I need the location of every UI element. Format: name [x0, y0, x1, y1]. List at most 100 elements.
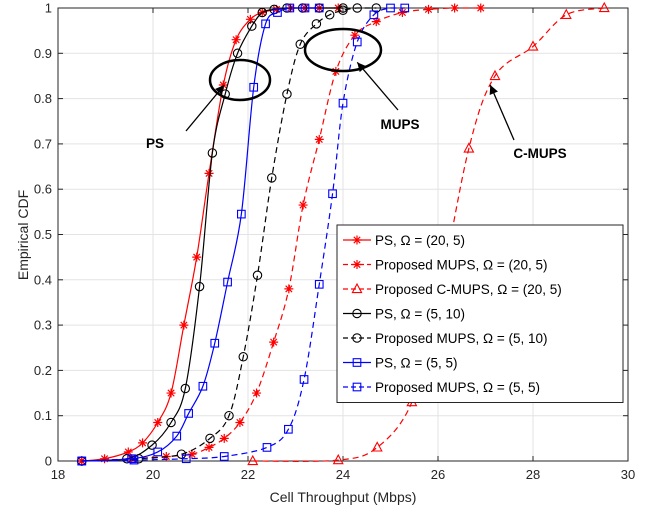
- y-tick-label: 0.3: [34, 318, 52, 333]
- data-point-marker: [352, 3, 362, 13]
- x-tick-label: 20: [146, 467, 160, 482]
- annotation-label: C-MUPS: [513, 146, 566, 161]
- legend-label: Proposed MUPS, Ω = (5, 5): [375, 380, 540, 395]
- legend-label: PS, Ω = (5, 5): [375, 356, 458, 371]
- data-point-marker: [218, 80, 228, 90]
- data-point-marker: [207, 148, 218, 158]
- data-point-marker: [176, 449, 187, 459]
- series-line: [81, 7, 320, 462]
- data-point-marker: [181, 454, 191, 464]
- data-point-marker: [311, 19, 322, 29]
- legend-entry: Proposed MUPS, Ω = (5, 10): [343, 331, 548, 346]
- y-tick-label: 0.7: [34, 136, 52, 151]
- data-point-marker: [371, 441, 383, 452]
- data-point-marker: [369, 10, 379, 20]
- y-tick-label: 0: [45, 454, 52, 469]
- data-point-marker: [127, 454, 136, 464]
- legend-marker: [352, 260, 362, 269]
- data-point-marker: [194, 281, 205, 292]
- x-tick-label: 24: [336, 467, 350, 482]
- data-point-marker: [249, 82, 259, 92]
- data-point-marker: [300, 3, 310, 13]
- data-point-marker: [198, 381, 208, 391]
- data-point-marker: [180, 383, 191, 394]
- data-point-marker: [237, 209, 246, 219]
- data-point-marker: [138, 438, 148, 448]
- data-point-marker: [187, 449, 197, 459]
- mups-highlight-ellipse: [303, 27, 383, 73]
- data-point-marker: [261, 19, 270, 29]
- x-axis-label: Cell Throughput (Mbps): [270, 489, 417, 505]
- data-point-marker: [476, 3, 486, 13]
- data-point-marker: [123, 447, 133, 457]
- y-tick-label: 0.9: [34, 46, 52, 61]
- data-point-marker: [273, 8, 282, 17]
- legend-marker: [352, 358, 362, 367]
- legend-label: Proposed MUPS, Ω = (20, 5): [375, 258, 548, 273]
- y-axis-label: Empirical CDF: [15, 190, 31, 280]
- legend-label: PS, Ω = (20, 5): [375, 233, 465, 248]
- data-point-marker: [298, 200, 308, 210]
- data-point-marker: [245, 14, 255, 24]
- data-point-marker: [463, 142, 475, 153]
- legend-entry: PS, Ω = (20, 5): [343, 233, 465, 248]
- legend-entry: Proposed MUPS, Ω = (20, 5): [343, 258, 548, 273]
- legend-marker: [351, 282, 363, 294]
- data-point-marker: [266, 173, 277, 183]
- data-point-marker: [204, 168, 214, 178]
- data-point-marker: [247, 21, 257, 31]
- data-point-marker: [224, 410, 234, 421]
- data-point-marker: [172, 431, 182, 441]
- data-point-marker: [153, 447, 163, 457]
- data-point-marker: [147, 440, 157, 450]
- legend-marker: [352, 333, 362, 343]
- data-point-marker: [352, 37, 362, 47]
- data-point-marker: [77, 456, 87, 466]
- data-point-marker: [285, 3, 295, 13]
- data-point-marker: [262, 443, 272, 452]
- data-point-marker: [324, 10, 335, 20]
- data-point-marker: [386, 3, 395, 13]
- data-point-marker: [560, 8, 572, 19]
- data-point-marker: [338, 98, 348, 108]
- annotation-label: PS: [146, 136, 164, 151]
- data-point-marker: [252, 270, 263, 281]
- annotation-arrow-head: [215, 85, 225, 95]
- y-tick-label: 0.1: [34, 408, 52, 423]
- data-point-marker: [219, 433, 229, 443]
- y-tick-label: 0.5: [34, 227, 52, 242]
- data-point-marker: [235, 417, 245, 427]
- x-tick-label: 30: [621, 467, 635, 482]
- annotation-arrow-shaft: [489, 84, 515, 141]
- data-point-marker: [598, 1, 610, 13]
- data-point-marker: [284, 424, 293, 434]
- data-point-marker: [153, 417, 163, 427]
- y-tick-label: 0.4: [34, 272, 52, 287]
- data-point-marker: [314, 3, 324, 13]
- data-point-marker: [314, 279, 324, 289]
- legend-label: PS, Ω = (5, 10): [375, 307, 465, 322]
- data-point-marker: [282, 89, 292, 99]
- data-point-marker: [328, 189, 337, 199]
- data-point-marker: [179, 320, 189, 330]
- data-point-marker: [100, 454, 110, 464]
- data-point-marker: [223, 277, 232, 287]
- x-tick-label: 18: [51, 467, 65, 482]
- series-line: [81, 7, 405, 462]
- annotation-arrow-shaft: [356, 61, 399, 111]
- legend-box: [336, 224, 624, 403]
- data-point-marker: [350, 30, 360, 40]
- data-point-marker: [166, 417, 176, 428]
- data-point-marker: [129, 455, 139, 465]
- data-point-marker: [205, 433, 215, 444]
- data-point-marker: [192, 252, 202, 262]
- data-point-marker: [527, 40, 539, 51]
- series-line: [81, 7, 377, 462]
- data-point-marker: [338, 3, 348, 13]
- y-tick-label: 0.2: [34, 363, 52, 378]
- y-tick-label: 0.8: [34, 91, 52, 106]
- data-point-marker: [284, 284, 294, 294]
- data-point-marker: [299, 375, 309, 384]
- data-point-marker: [247, 454, 259, 466]
